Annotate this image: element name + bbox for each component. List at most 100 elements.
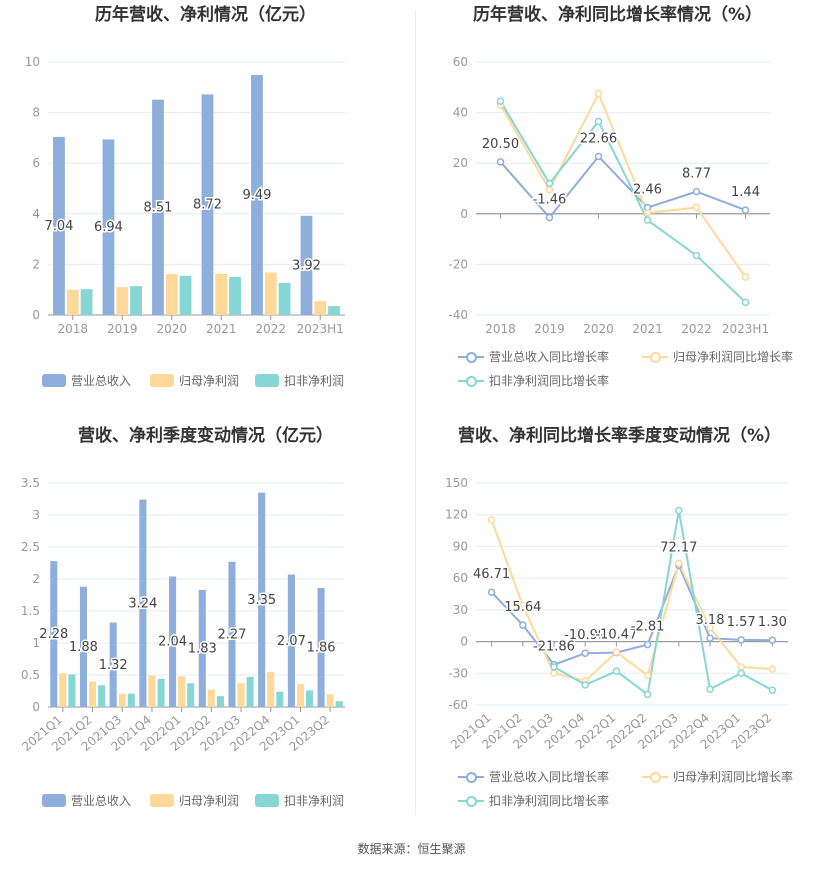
legend: 营业总收入同比增长率 归母净利润同比增长率扣非净利润同比增长率 xyxy=(412,348,823,388)
legend-item[interactable]: 营业总收入同比增长率 xyxy=(458,768,609,785)
bar xyxy=(305,690,314,707)
data-point xyxy=(737,663,745,671)
data-label: 46.71 xyxy=(473,567,510,582)
legend-item[interactable]: 归母净利润同比增长率 xyxy=(642,768,793,785)
data-label: 3.35 xyxy=(247,593,276,608)
bar xyxy=(258,492,266,707)
data-label: 1.88 xyxy=(69,640,98,655)
legend-item[interactable]: 归母净利润 xyxy=(150,372,239,389)
data-point xyxy=(706,685,714,693)
data-point xyxy=(741,298,750,307)
data-label: 8.72 xyxy=(193,198,222,213)
y-tick-label: 1.5 xyxy=(21,604,40,618)
x-tick-label: 2023H1 xyxy=(722,322,769,336)
y-tick-label: -20 xyxy=(448,257,468,271)
data-label: 15.64 xyxy=(504,600,541,615)
legend-item[interactable]: 扣非净利润同比增长率 xyxy=(458,372,609,389)
x-tick-label: 2018 xyxy=(485,322,516,336)
quarterly-growth-panel: 营收、净利同比增长率季度变动情况（%） -60 -30 0 30 60 90 120 150 2… xyxy=(412,420,823,820)
legend-label: 营业总收入同比增长率 xyxy=(489,770,610,784)
x-tick-label: 2021 xyxy=(206,322,237,336)
data-label: 2.46 xyxy=(633,183,662,198)
bar xyxy=(314,301,327,315)
legend-swatch-icon xyxy=(255,374,279,387)
data-point xyxy=(594,89,603,98)
bar xyxy=(165,274,178,315)
data-point xyxy=(550,663,558,671)
series-line xyxy=(553,510,773,697)
bar xyxy=(300,215,313,315)
bar xyxy=(328,306,340,315)
legend-label: 扣非净利润同比增长率 xyxy=(489,794,610,808)
data-point xyxy=(768,665,777,673)
legend-swatch-icon xyxy=(458,351,484,363)
bar xyxy=(179,275,192,315)
data-label: 72.17 xyxy=(660,540,697,555)
legend-label: 归母净利润同比增长率 xyxy=(673,770,794,784)
chart-title: 历年营收、净利同比增长率情况（%） xyxy=(472,5,763,25)
legend-item[interactable]: 营业总收入同比增长率 xyxy=(458,348,609,365)
bar xyxy=(53,136,65,315)
y-tick-label: 150 xyxy=(445,476,468,490)
bar xyxy=(335,701,343,707)
data-label: -10.99 xyxy=(564,628,606,643)
data-label: 2.07 xyxy=(277,634,306,649)
legend-swatch-icon xyxy=(150,794,174,807)
legend-swatch-icon xyxy=(458,795,484,807)
data-label: 1.83 xyxy=(188,641,217,656)
y-tick-label: 60 xyxy=(453,55,468,69)
data-point xyxy=(706,624,714,632)
legend-swatch-icon xyxy=(255,794,279,807)
legend: 营业总收入 归母净利润 扣非净利润 xyxy=(0,792,411,832)
bar xyxy=(79,586,88,707)
y-tick-label: 90 xyxy=(453,539,468,553)
data-point xyxy=(643,216,652,224)
legend-swatch-icon xyxy=(42,374,66,387)
legend-item[interactable]: 归母净利润 xyxy=(150,792,239,809)
legend-item[interactable]: 归母净利润同比增长率 xyxy=(642,348,793,365)
bar xyxy=(278,282,291,315)
legend-swatch-icon xyxy=(642,771,668,783)
x-tick-label: 2021 xyxy=(632,322,663,336)
legend-label: 营业总收入同比增长率 xyxy=(489,350,610,364)
legend-swatch-icon xyxy=(458,771,484,783)
y-tick-label: 1 xyxy=(32,636,40,650)
bar xyxy=(59,673,67,707)
data-point xyxy=(581,681,589,689)
bar xyxy=(157,678,165,707)
chart-title: 历年营收、净利情况（亿元） xyxy=(95,5,316,25)
chart-title: 营收、净利季度变动情况（亿元） xyxy=(78,426,333,446)
bar xyxy=(276,691,284,707)
x-tick-label: 2022 xyxy=(255,322,286,336)
bar xyxy=(127,693,135,707)
y-tick-label: 2 xyxy=(32,257,40,271)
data-label: -10.47 xyxy=(595,628,637,643)
data-point xyxy=(581,649,589,657)
y-tick-label: 0 xyxy=(460,635,468,649)
legend-item[interactable]: 扣非净利润 xyxy=(255,372,344,389)
bar xyxy=(118,693,126,707)
data-label: 1.30 xyxy=(758,615,787,630)
data-label: 3.24 xyxy=(128,596,157,611)
data-label: 9.49 xyxy=(242,188,271,203)
legend-item[interactable]: 营业总收入 xyxy=(42,372,131,389)
y-tick-label: 3 xyxy=(32,508,40,522)
x-tick-label: 2020 xyxy=(583,322,614,336)
data-point xyxy=(487,516,496,524)
data-point xyxy=(550,669,558,678)
data-label: 22.66 xyxy=(580,131,617,146)
data-point xyxy=(768,686,777,694)
legend-label: 扣非净利润同比增长率 xyxy=(489,374,610,388)
bar xyxy=(267,671,275,707)
legend-swatch-icon xyxy=(642,351,668,363)
legend: 营业总收入 归母净利润 扣非净利润 xyxy=(0,372,411,412)
y-tick-label: -40 xyxy=(448,308,468,322)
x-tick-label: 2020 xyxy=(156,322,187,336)
bar xyxy=(251,74,263,315)
legend-item[interactable]: 扣非净利润同比增长率 xyxy=(458,792,609,809)
bar xyxy=(246,676,254,707)
legend-item[interactable]: 营业总收入 xyxy=(42,792,131,809)
y-tick-label: 2.5 xyxy=(21,540,40,554)
chart-svg: -40 -20 0 20 40 60 2018 2019 2020 2021 2022 2023H1 2… xyxy=(448,55,770,336)
legend-item[interactable]: 扣非净利润 xyxy=(255,792,344,809)
